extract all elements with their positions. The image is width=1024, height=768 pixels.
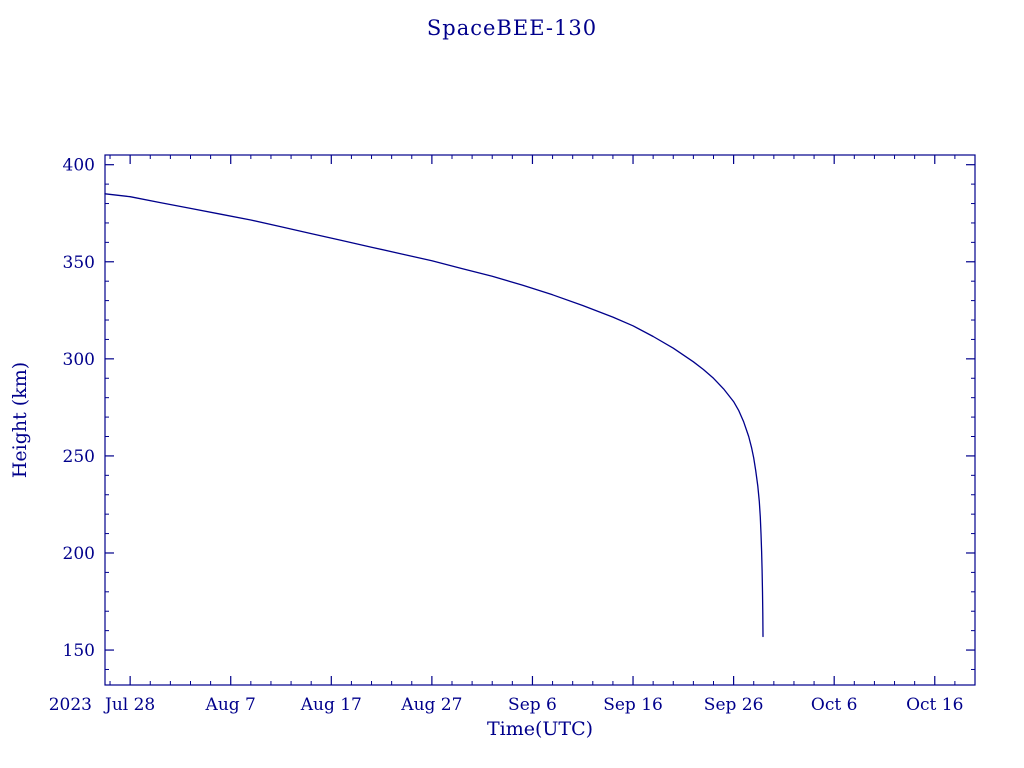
- x-tick-label: Oct 16: [906, 695, 963, 715]
- x-tick-label: Sep 6: [508, 695, 557, 715]
- x-tick-label: Sep 16: [603, 695, 663, 715]
- decay-curve: [104, 193, 764, 638]
- y-tick-label: 350: [63, 253, 95, 273]
- x-axis-label: Time(UTC): [486, 718, 594, 740]
- y-tick-label: 300: [63, 350, 95, 370]
- y-tick-label: 400: [63, 156, 95, 176]
- x-axis-year-label: 2023: [49, 695, 92, 715]
- x-tick-label: Oct 6: [811, 695, 858, 715]
- x-tick-label: Sep 26: [704, 695, 764, 715]
- x-tick-label: Aug 7: [205, 695, 256, 715]
- x-tick-label: Jul 28: [103, 695, 155, 715]
- chart-title: SpaceBEE-130: [426, 16, 598, 40]
- plot-frame: [104, 154, 976, 686]
- x-tick-label: Aug 27: [400, 695, 462, 715]
- y-tick-label: 250: [63, 447, 95, 467]
- y-tick-label: 150: [63, 641, 95, 661]
- y-tick-label: 200: [63, 544, 95, 564]
- x-tick-label: Aug 17: [300, 695, 362, 715]
